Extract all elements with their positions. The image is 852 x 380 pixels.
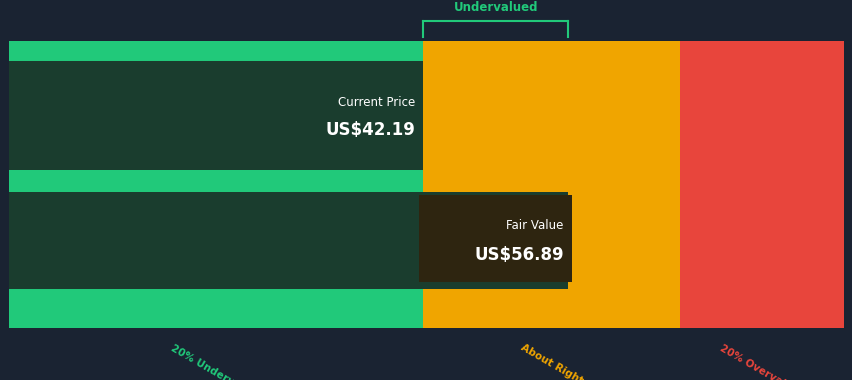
Text: About Right: About Right bbox=[518, 343, 584, 380]
Bar bbox=[9, 192, 567, 289]
Text: US$42.19: US$42.19 bbox=[325, 122, 415, 139]
Bar bbox=[423, 41, 679, 328]
Text: Current Price: Current Price bbox=[337, 96, 415, 109]
Bar bbox=[679, 41, 843, 328]
Text: US$56.89: US$56.89 bbox=[474, 246, 563, 264]
Bar bbox=[419, 195, 572, 282]
Text: 25.8%: 25.8% bbox=[459, 0, 532, 3]
Bar bbox=[9, 41, 423, 328]
Text: Fair Value: Fair Value bbox=[506, 219, 563, 232]
Bar bbox=[9, 61, 423, 170]
Text: 20% Undervalued: 20% Undervalued bbox=[169, 343, 263, 380]
Text: Undervalued: Undervalued bbox=[453, 1, 538, 14]
Text: 20% Overvalued: 20% Overvalued bbox=[717, 343, 805, 380]
